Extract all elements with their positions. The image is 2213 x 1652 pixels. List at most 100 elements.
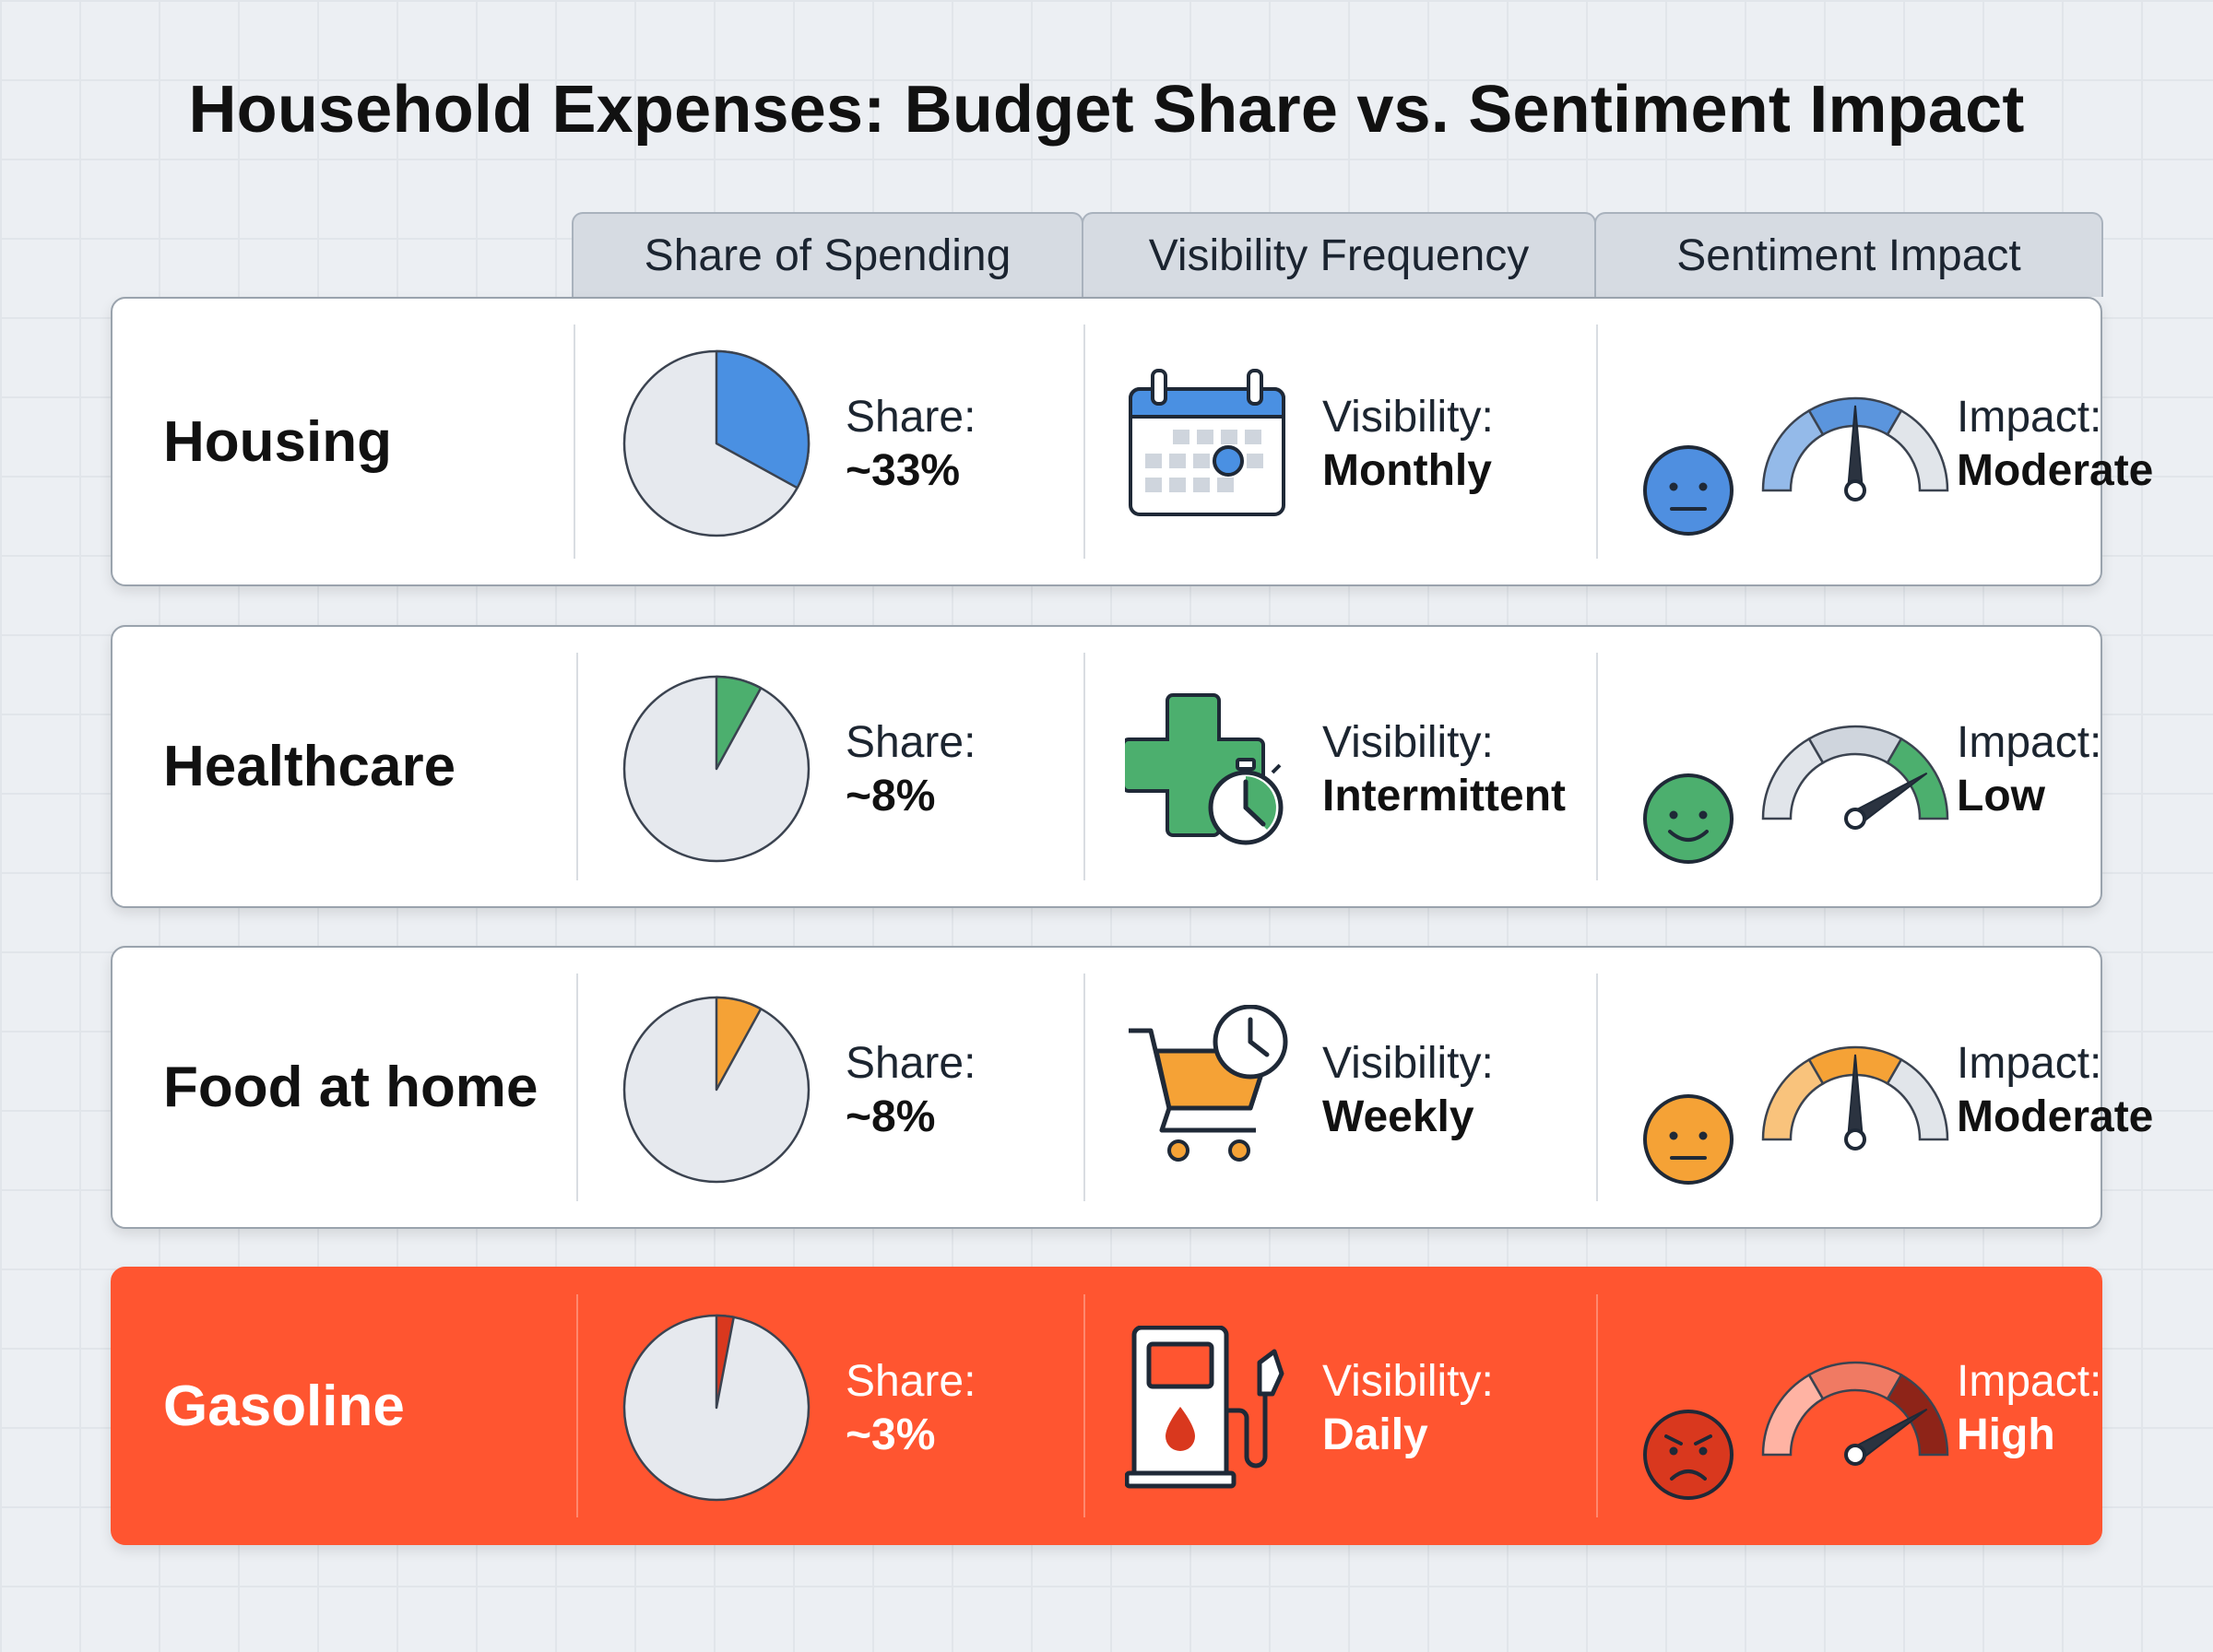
smile-face-icon bbox=[1643, 773, 1734, 864]
share-value: ~33% bbox=[846, 445, 961, 495]
gauge-segment bbox=[1886, 1057, 1949, 1141]
pie-slice bbox=[715, 996, 763, 1092]
gauge-hub bbox=[1844, 1444, 1866, 1466]
pie-slice bbox=[715, 1314, 735, 1410]
face-eye bbox=[1669, 810, 1678, 820]
sentiment-gauge-icon bbox=[1643, 1361, 1949, 1500]
gauge-segment bbox=[1886, 408, 1949, 492]
expense-row-gasoline: Gasoline Share: ~3% Visibility: Daily Im… bbox=[111, 1267, 2102, 1545]
impact-text: Impact: Moderate bbox=[1957, 391, 2153, 497]
face-eye bbox=[1669, 1446, 1678, 1456]
impact-caption: Impact: bbox=[1957, 1357, 2102, 1406]
gas-pump-icon bbox=[1125, 1326, 1284, 1489]
visibility-value: Weekly bbox=[1322, 1092, 1474, 1141]
face-eye bbox=[1698, 810, 1708, 820]
visibility-value: Monthly bbox=[1322, 445, 1492, 495]
visibility-text: Visibility: Intermittent bbox=[1322, 716, 1566, 822]
visibility-caption: Visibility: bbox=[1322, 1357, 1494, 1406]
impact-caption: Impact: bbox=[1957, 393, 2102, 442]
visibility-caption: Visibility: bbox=[1322, 718, 1494, 767]
expense-row-food-at-home: Food at home Share: ~8% Visibility: Week… bbox=[111, 946, 2153, 1229]
share-text: Share: ~8% bbox=[846, 1037, 976, 1143]
gauge-hub bbox=[1844, 479, 1866, 502]
face-eye bbox=[1698, 482, 1708, 491]
column-header-visibility: Visibility Frequency bbox=[1082, 212, 1596, 297]
column-divider bbox=[1083, 974, 1085, 1201]
visibility-caption: Visibility: bbox=[1322, 393, 1494, 442]
sentiment-gauge-icon bbox=[1643, 725, 1949, 864]
row-label: Gasoline bbox=[163, 1374, 405, 1438]
column-divider bbox=[576, 1294, 578, 1517]
impact-caption: Impact: bbox=[1957, 718, 2102, 767]
impact-value: Low bbox=[1957, 771, 2045, 820]
face-mouth bbox=[1670, 1469, 1707, 1481]
column-divider bbox=[574, 324, 575, 559]
share-caption: Share: bbox=[846, 1357, 976, 1406]
column-divider bbox=[1596, 324, 1598, 559]
share-text: Share: ~33% bbox=[846, 391, 976, 497]
share-value: ~8% bbox=[846, 1092, 936, 1141]
impact-value: Moderate bbox=[1957, 1092, 2154, 1141]
calendar-icon bbox=[1129, 369, 1285, 516]
row-label: Food at home bbox=[163, 1056, 538, 1119]
face-brow bbox=[1664, 1434, 1683, 1446]
impact-text: Impact: Low bbox=[1957, 716, 2101, 822]
column-header-share: Share of Spending bbox=[572, 212, 1083, 297]
visibility-value: Intermittent bbox=[1322, 771, 1566, 820]
gauge-segment bbox=[1807, 1361, 1903, 1401]
visibility-text: Visibility: Monthly bbox=[1322, 391, 1494, 497]
neutral-face-icon bbox=[1643, 1094, 1734, 1185]
column-divider bbox=[1596, 974, 1598, 1201]
share-value: ~3% bbox=[846, 1410, 936, 1459]
impact-value: High bbox=[1957, 1410, 2055, 1459]
impact-text: Impact: Moderate bbox=[1957, 1037, 2153, 1143]
column-divider bbox=[576, 974, 578, 1201]
gauge-segment bbox=[1761, 408, 1825, 492]
column-divider bbox=[1596, 653, 1598, 880]
share-pie-chart bbox=[622, 349, 811, 537]
row-label: Healthcare bbox=[163, 735, 456, 798]
row-label: Housing bbox=[163, 409, 392, 474]
face-brow bbox=[1694, 1434, 1712, 1446]
gauge-segment bbox=[1761, 737, 1825, 820]
shopping-cart-clock-icon bbox=[1129, 1005, 1288, 1162]
share-pie-chart bbox=[622, 675, 811, 863]
share-caption: Share: bbox=[846, 718, 976, 767]
visibility-value: Daily bbox=[1322, 1410, 1428, 1459]
visibility-caption: Visibility: bbox=[1322, 1039, 1494, 1088]
face-eye bbox=[1698, 1446, 1708, 1456]
impact-caption: Impact: bbox=[1957, 1039, 2102, 1088]
visibility-text: Visibility: Daily bbox=[1322, 1355, 1494, 1461]
page-title: Household Expenses: Budget Share vs. Sen… bbox=[188, 73, 2025, 147]
column-divider bbox=[1083, 1294, 1085, 1517]
gauge-segment bbox=[1807, 725, 1903, 765]
sentiment-gauge-icon bbox=[1643, 1045, 1949, 1185]
share-caption: Share: bbox=[846, 393, 976, 442]
gauge-segment bbox=[1761, 1373, 1825, 1457]
gauge-segment bbox=[1761, 1057, 1825, 1141]
visibility-text: Visibility: Weekly bbox=[1322, 1037, 1494, 1143]
column-header-sentiment: Sentiment Impact bbox=[1594, 212, 2103, 297]
face-mouth bbox=[1668, 830, 1709, 842]
face-eye bbox=[1669, 482, 1678, 491]
share-caption: Share: bbox=[846, 1039, 976, 1088]
impact-value: Moderate bbox=[1957, 445, 2154, 495]
gauge-hub bbox=[1844, 1128, 1866, 1150]
impact-text: Impact: High bbox=[1957, 1355, 2101, 1461]
expense-row-healthcare: Healthcare Share: ~8% Visibility: Interm… bbox=[111, 625, 2102, 908]
column-divider bbox=[1596, 1294, 1598, 1517]
column-divider bbox=[1083, 324, 1085, 559]
pie-slice bbox=[715, 675, 763, 771]
share-text: Share: ~8% bbox=[846, 716, 976, 822]
angry-face-icon bbox=[1643, 1410, 1734, 1500]
face-eye bbox=[1698, 1131, 1708, 1140]
sentiment-gauge-icon bbox=[1643, 396, 1949, 536]
medical-cross-stopwatch-icon bbox=[1125, 693, 1284, 845]
expense-row-housing: Housing Share: ~33% Visibility: Monthly … bbox=[111, 297, 2153, 586]
share-pie-chart bbox=[622, 1314, 811, 1502]
neutral-face-icon bbox=[1643, 445, 1734, 536]
share-text: Share: ~3% bbox=[846, 1355, 976, 1461]
column-divider bbox=[576, 653, 578, 880]
column-divider bbox=[1083, 653, 1085, 880]
share-value: ~8% bbox=[846, 771, 936, 820]
